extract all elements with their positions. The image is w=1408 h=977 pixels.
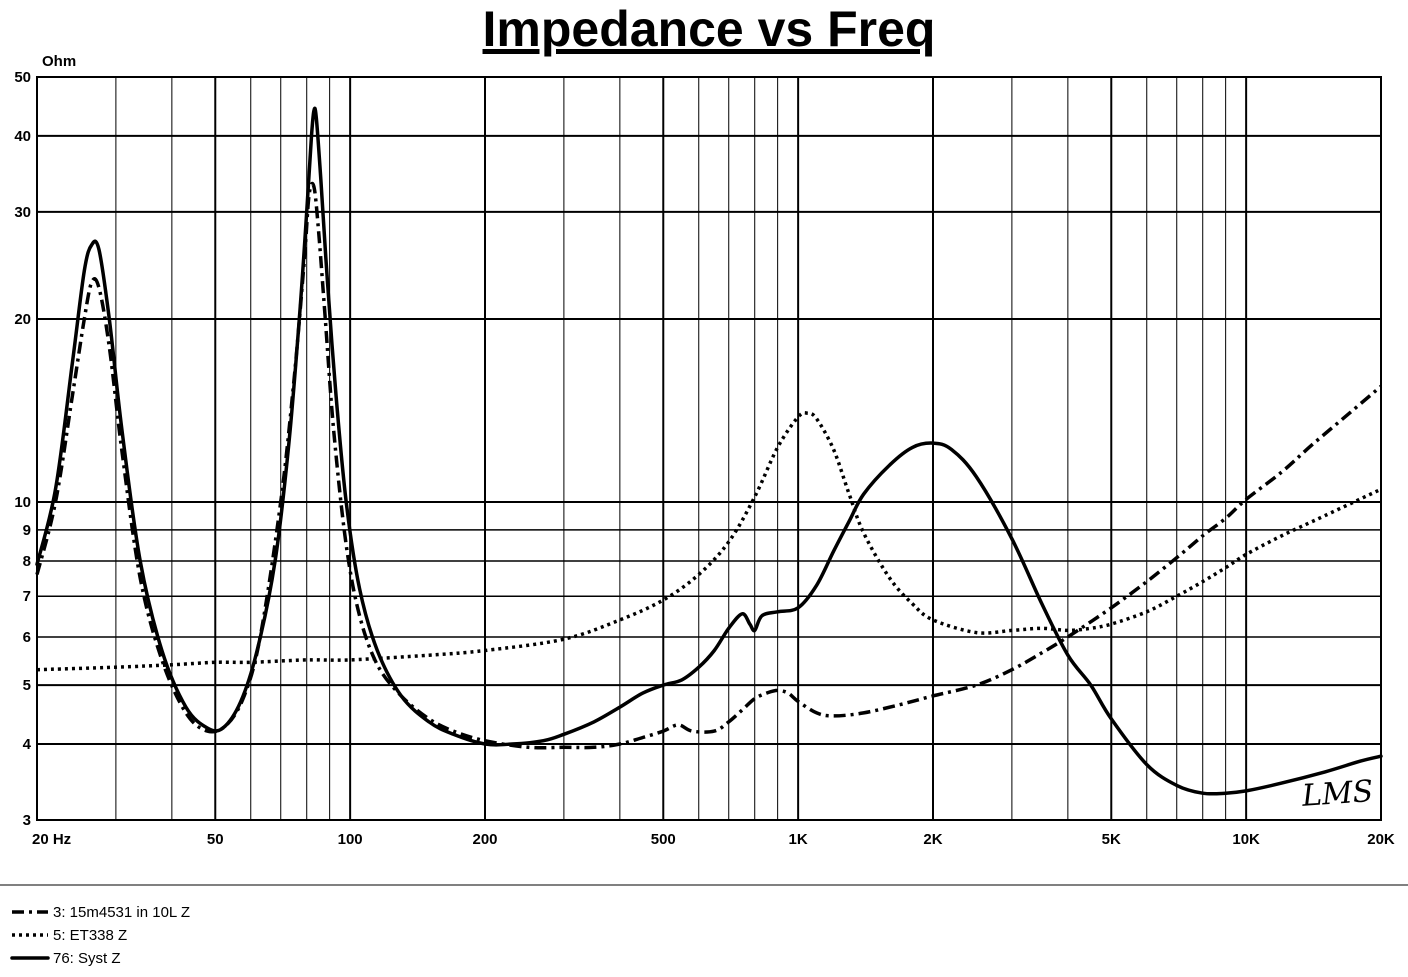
y-tick-label: 4 [23, 736, 32, 753]
x-tick-label: 50 [207, 831, 224, 848]
series-line-solid [35, 106, 1383, 796]
chart-title: Impedance vs Freq [483, 1, 936, 57]
x-tick-label: 20 Hz [32, 831, 71, 848]
y-tick-label: 20 [14, 311, 31, 328]
x-axis-ticks: 20 Hz 50 100 200 500 1K 2K 5K 10K 20K [32, 831, 1395, 848]
plot-area-frame [36, 76, 1382, 821]
series-line-dotted [36, 411, 1382, 672]
y-tick-label: 9 [23, 522, 31, 539]
series-layer [35, 106, 1383, 796]
y-tick-label: 6 [23, 629, 31, 646]
x-tick-label: 10K [1232, 831, 1260, 848]
major-gridlines [37, 77, 1381, 820]
y-tick-label: 3 [23, 812, 31, 829]
y-tick-label: 50 [14, 69, 31, 86]
x-tick-label: 2K [923, 831, 942, 848]
y-tick-label: 7 [23, 588, 31, 605]
y-axis-unit-label: Ohm [42, 53, 76, 70]
y-tick-label: 8 [23, 553, 31, 570]
y-tick-label: 40 [14, 128, 31, 145]
x-tick-label: 20K [1367, 831, 1395, 848]
x-tick-label: 100 [338, 831, 363, 848]
y-tick-label: 5 [23, 677, 31, 694]
x-tick-label: 200 [472, 831, 497, 848]
y-tick-label: 10 [14, 494, 31, 511]
y-tick-label: 30 [14, 204, 31, 221]
x-tick-label: 5K [1102, 831, 1121, 848]
legend: 3: 15m4531 in 10L Z 5: ET338 Z 76: Syst Z [10, 904, 190, 967]
legend-label: 5: ET338 Z [53, 927, 127, 944]
y-axis-ticks: 50 40 30 20 10 9 8 7 6 5 4 3 [14, 69, 31, 829]
legend-label: 76: Syst Z [53, 950, 121, 967]
x-tick-label: 1K [789, 831, 808, 848]
lms-annotation: LMS [1300, 774, 1374, 814]
x-tick-label: 500 [651, 831, 676, 848]
series-line-dash-dot [35, 181, 1383, 750]
legend-label: 3: 15m4531 in 10L Z [53, 904, 190, 921]
